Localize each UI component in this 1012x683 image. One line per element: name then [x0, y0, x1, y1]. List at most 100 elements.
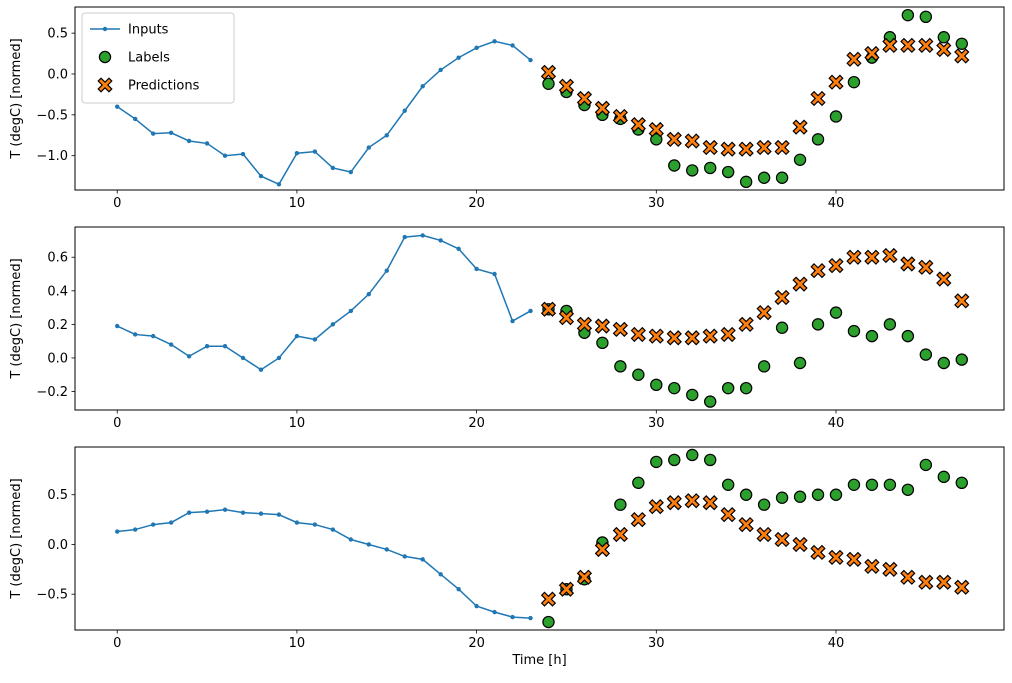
- inputs-marker: [186, 510, 192, 515]
- legend: Inputs Labels Predictions: [81, 12, 235, 104]
- prediction-marker: [738, 516, 754, 533]
- prediction-marker: [846, 51, 862, 67]
- y-axis-label: T (degC) [normed]: [9, 258, 24, 379]
- inputs-marker: [240, 151, 246, 157]
- prediction-marker: [720, 141, 736, 157]
- inputs-marker: [528, 57, 533, 63]
- label-marker: [650, 455, 663, 469]
- series-labels: [542, 448, 968, 629]
- y-tick-label: 0.0: [47, 67, 68, 82]
- label-marker: [650, 378, 663, 392]
- inputs-marker: [150, 333, 156, 339]
- prediction-marker: [756, 526, 772, 543]
- y-tick-label: 0.5: [47, 488, 68, 503]
- prediction-marker: [774, 139, 790, 156]
- prediction-marker: [810, 544, 826, 561]
- prediction-marker: [882, 561, 898, 577]
- prediction-marker: [882, 37, 898, 54]
- inputs-marker: [384, 268, 389, 273]
- label-marker: [901, 483, 915, 496]
- inputs-marker: [204, 509, 210, 514]
- prediction-marker: [558, 581, 575, 597]
- prediction-marker: [684, 493, 700, 509]
- prediction-marker: [720, 506, 736, 523]
- prediction-marker: [738, 141, 754, 157]
- x-tick-label: 30: [648, 196, 665, 211]
- inputs-marker: [384, 547, 389, 552]
- legend-box: [81, 12, 235, 104]
- inputs-marker: [456, 55, 461, 60]
- label-marker: [686, 448, 699, 462]
- inputs-marker: [115, 104, 120, 109]
- x-tick-label: 0: [113, 416, 121, 431]
- label-marker: [937, 470, 951, 484]
- label-marker: [811, 488, 825, 501]
- legend-item-predictions: Predictions: [97, 77, 200, 94]
- inputs-line: [116, 234, 531, 371]
- label-marker: [686, 164, 699, 177]
- prediction-marker: [540, 301, 557, 317]
- inputs-marker: [330, 322, 336, 327]
- prediction-marker: [918, 37, 934, 54]
- label-marker: [793, 490, 807, 503]
- prediction-marker: [918, 259, 934, 275]
- inputs-marker: [258, 367, 264, 372]
- inputs-marker: [384, 133, 389, 138]
- prediction-marker: [594, 318, 611, 334]
- label-marker: [847, 75, 861, 89]
- prediction-marker: [540, 64, 557, 80]
- y-tick-label: 0.5: [47, 27, 68, 42]
- prediction-marker: [954, 293, 970, 309]
- inputs-marker: [168, 130, 174, 136]
- x-tick-label: 40: [828, 196, 845, 211]
- x-tick-label: 20: [468, 636, 485, 651]
- inputs-marker: [420, 233, 425, 238]
- y-tick-label: 0.4: [47, 284, 68, 299]
- label-marker: [883, 318, 897, 331]
- inputs-marker: [312, 149, 318, 154]
- x-tick-label: 10: [289, 636, 306, 651]
- label-marker: [668, 381, 681, 395]
- label-marker: [542, 615, 555, 629]
- label-marker: [704, 453, 717, 467]
- inputs-marker: [330, 165, 336, 171]
- legend-item-labels: Labels: [98, 51, 170, 66]
- label-marker: [865, 329, 879, 343]
- prediction-marker: [828, 257, 844, 274]
- inputs-marker: [294, 520, 300, 525]
- inputs-marker: [366, 291, 371, 297]
- inputs-marker: [348, 169, 354, 175]
- label-marker: [632, 368, 645, 381]
- label-marker: [919, 458, 933, 472]
- inputs-marker: [402, 108, 407, 113]
- series-inputs: [115, 507, 533, 621]
- x-tick-label: 30: [648, 636, 665, 651]
- x-tick-label: 10: [289, 196, 306, 211]
- prediction-marker: [612, 526, 628, 543]
- x-tick-label: 0: [113, 636, 121, 651]
- inputs-marker: [115, 323, 120, 329]
- prediction-marker: [612, 108, 628, 125]
- inputs-marker: [240, 510, 246, 515]
- subplot-3: 0 10 20 30 40 0.5 0.0 −0.5 T (degC) [normed] Time…: [9, 446, 1005, 668]
- prediction-marker: [594, 541, 611, 558]
- inputs-marker: [276, 355, 282, 361]
- inputs-marker: [420, 557, 425, 562]
- series-predictions: [540, 37, 970, 157]
- label-marker: [919, 348, 933, 361]
- prediction-marker: [630, 117, 646, 133]
- prediction-marker: [648, 328, 664, 344]
- inputs-marker: [402, 234, 407, 240]
- prediction-marker: [954, 579, 970, 595]
- label-marker: [865, 478, 879, 491]
- prediction-marker: [576, 90, 593, 107]
- prediction-marker: [774, 289, 790, 306]
- label-marker: [793, 153, 807, 166]
- inputs-marker: [510, 43, 515, 48]
- label-marker: [955, 37, 968, 50]
- inputs-marker: [438, 67, 443, 73]
- prediction-marker: [702, 495, 718, 511]
- label-marker: [721, 478, 735, 491]
- prediction-marker: [828, 74, 844, 90]
